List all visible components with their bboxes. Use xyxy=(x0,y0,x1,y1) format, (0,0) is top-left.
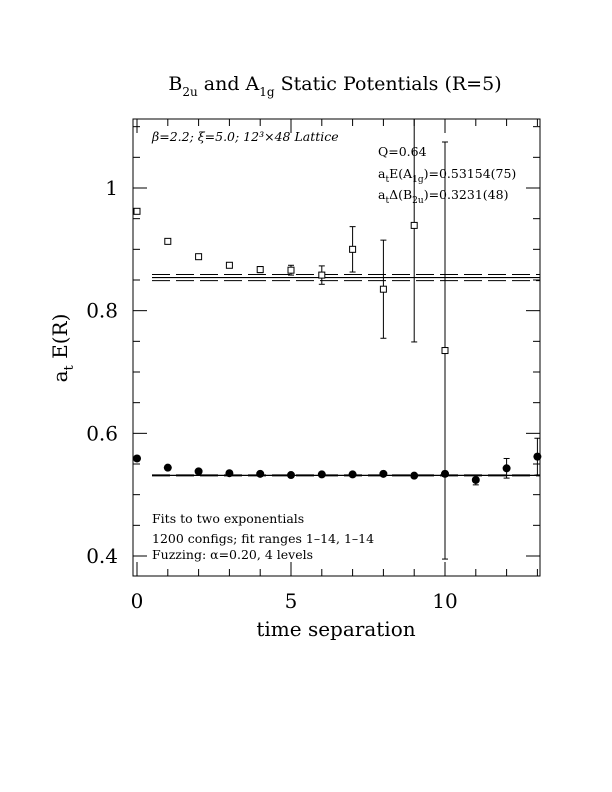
x-tick-label: 0 xyxy=(131,589,144,613)
params-annotation: β=2.2; ξ=5.0; 12³×48 Lattice xyxy=(151,129,339,144)
axis-ticks xyxy=(133,119,540,576)
data-point-a1g xyxy=(256,469,265,478)
data-point-a1g xyxy=(225,469,234,478)
data-point-b2u xyxy=(349,245,357,253)
q-annotation: Q=0.64 xyxy=(378,144,427,159)
data-point-a1g xyxy=(410,471,419,480)
data-point-a1g xyxy=(348,470,357,479)
data-point-a1g xyxy=(163,463,172,472)
data-point-b2u xyxy=(287,266,295,274)
y-tick-label: 0.4 xyxy=(86,544,118,568)
y-axis-label: at E(R) xyxy=(48,314,77,383)
data-point-b2u xyxy=(441,347,449,355)
plot-frame xyxy=(132,118,541,577)
data-point-b2u xyxy=(195,253,203,261)
fuzz-annotation: Fuzzing: α=0.20, 4 levels xyxy=(152,547,313,562)
data-point-a1g xyxy=(379,469,388,478)
delta-annotation: atΔ(B2u)=0.3231(48) xyxy=(378,187,508,206)
data-point-a1g xyxy=(471,475,480,484)
data-point-a1g xyxy=(502,464,511,473)
data-point-a1g xyxy=(533,452,542,461)
data-point-b2u xyxy=(379,285,387,293)
y-tick-label: 0.6 xyxy=(86,421,118,445)
data-point-a1g xyxy=(441,469,449,478)
data-point-b2u xyxy=(318,271,326,279)
tick-labels: 0 5 10 0.4 0.6 0.8 1 xyxy=(86,176,458,613)
data-point-b2u xyxy=(225,261,233,269)
data-series xyxy=(133,118,542,560)
configs-annotation: 1200 configs; fit ranges 1–14, 1–14 xyxy=(152,531,374,546)
x-tick-label: 5 xyxy=(285,589,298,613)
data-point-a1g xyxy=(133,454,141,463)
x-tick-label: 10 xyxy=(432,589,457,613)
fits-annotation: Fits to two exponentials xyxy=(152,511,304,526)
data-point-b2u xyxy=(133,207,141,215)
data-point-a1g xyxy=(317,470,326,479)
data-point-b2u xyxy=(164,237,172,245)
fit-lines xyxy=(152,273,540,477)
energy-annotation: atE(A1g)=0.53154(75) xyxy=(378,166,516,185)
data-point-a1g xyxy=(194,467,203,476)
data-point-a1g xyxy=(287,471,295,480)
x-axis-label: time separation xyxy=(256,617,415,641)
chart-title: B2u and A1g Static Potentials (R=5) xyxy=(168,73,501,99)
data-point-b2u xyxy=(410,221,418,229)
data-point-b2u xyxy=(256,266,264,274)
y-tick-label: 0.8 xyxy=(86,299,118,323)
y-tick-label: 1 xyxy=(105,176,118,200)
